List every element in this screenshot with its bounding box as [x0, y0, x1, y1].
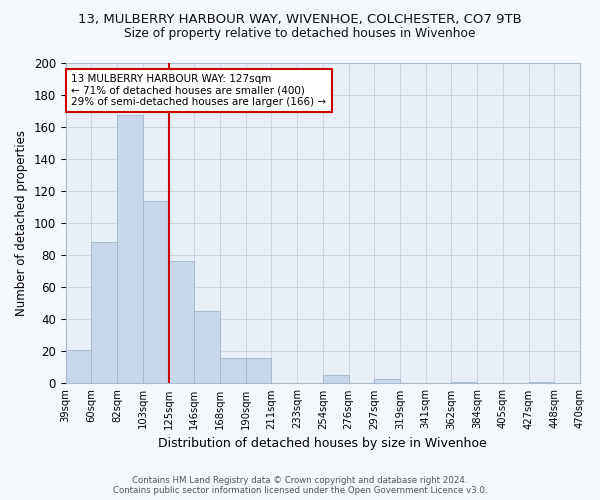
- Bar: [529, 382, 554, 384]
- Text: 13, MULBERRY HARBOUR WAY, WIVENHOE, COLCHESTER, CO7 9TB: 13, MULBERRY HARBOUR WAY, WIVENHOE, COLC…: [78, 12, 522, 26]
- Bar: [220, 358, 245, 384]
- Bar: [451, 382, 477, 384]
- Bar: [245, 358, 271, 384]
- Bar: [65, 350, 91, 384]
- Bar: [194, 311, 220, 384]
- Bar: [323, 376, 349, 384]
- Text: Size of property relative to detached houses in Wivenhoe: Size of property relative to detached ho…: [124, 28, 476, 40]
- X-axis label: Distribution of detached houses by size in Wivenhoe: Distribution of detached houses by size …: [158, 437, 487, 450]
- Bar: [143, 200, 169, 384]
- Bar: [117, 116, 143, 384]
- Bar: [169, 262, 194, 384]
- Text: 13 MULBERRY HARBOUR WAY: 127sqm
← 71% of detached houses are smaller (400)
29% o: 13 MULBERRY HARBOUR WAY: 127sqm ← 71% of…: [71, 74, 326, 107]
- Bar: [91, 242, 117, 384]
- Text: Contains HM Land Registry data © Crown copyright and database right 2024.
Contai: Contains HM Land Registry data © Crown c…: [113, 476, 487, 495]
- Bar: [374, 378, 400, 384]
- Y-axis label: Number of detached properties: Number of detached properties: [15, 130, 28, 316]
